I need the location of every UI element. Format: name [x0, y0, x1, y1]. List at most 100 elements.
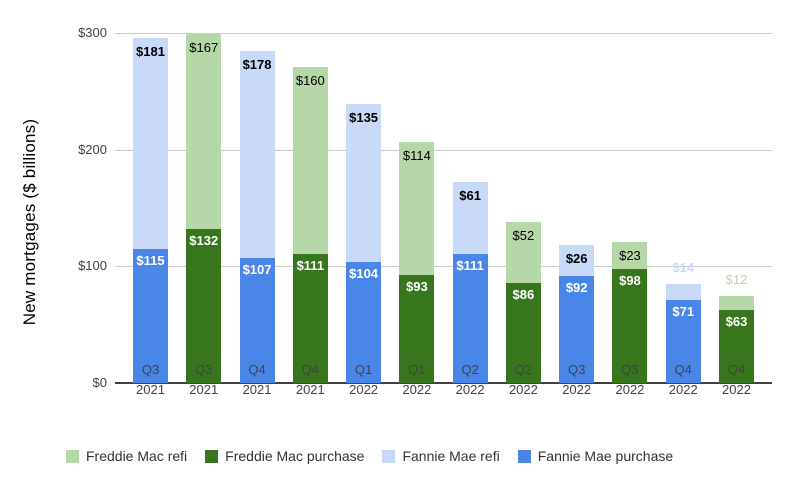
x-axis-label-quarter: Q3 [568, 362, 586, 377]
purchase-segment [559, 275, 595, 383]
x-axis-label-quarter: Q4 [727, 362, 746, 377]
x-axis-label-quarter: Q3 [195, 362, 213, 377]
plot-area: $181 $115 $167 $132 $178 $107 $160 $111 $135 $104… [115, 33, 772, 384]
bar-q2-2022-freddie: $52 $86 [505, 222, 541, 383]
refi-value-label: $135 [349, 110, 379, 126]
x-axis-label-quarter: Q3 [141, 362, 160, 377]
refi-segment [665, 283, 701, 301]
refi-value-label: $181 [136, 43, 165, 59]
refi-segment [239, 50, 275, 259]
x-axis-label: Q4 2022 [648, 360, 718, 400]
legend-item-fannie-refi: Fannie Mae refi [382, 448, 500, 464]
x-axis-label: Q3 2022 [595, 360, 665, 400]
refi-value-label: $12 [725, 271, 748, 287]
gridline-200 [115, 149, 772, 151]
refi-segment [399, 141, 435, 275]
purchase-value-label: $111 [296, 257, 325, 273]
refi-value-label: $61 [459, 188, 481, 204]
y-tick-label-100: $100 [78, 258, 107, 274]
gridline-300 [115, 33, 772, 34]
purchase-value-label: $92 [565, 279, 588, 295]
purchase-value-label: $86 [512, 286, 535, 302]
purchase-value-label: $107 [242, 262, 272, 278]
bar-q4-2022-freddie: $12 $63 [719, 272, 754, 383]
legend-swatch-icon [205, 449, 219, 463]
bar-q3-2022-fannie: $26 $92 [559, 245, 595, 383]
x-axis-label-year: 2022 [615, 382, 645, 397]
refi-segment [133, 37, 168, 249]
bar-q3-2021-freddie: $167 $132 [186, 34, 222, 383]
purchase-value-label: $111 [456, 257, 484, 273]
x-axis-label-year: 2022 [455, 382, 485, 397]
x-axis-label-year: 2022 [508, 382, 538, 397]
x-axis-label: Q1 2022 [329, 360, 399, 400]
purchase-value-label: $104 [349, 265, 379, 281]
purchase-segment [346, 261, 382, 383]
refi-segment [292, 66, 328, 254]
refi-segment [452, 182, 488, 254]
x-axis-label-quarter: Q4 [248, 362, 266, 377]
bar-q4-2021-fannie: $178 $107 [239, 50, 275, 383]
refi-value-label: $23 [619, 247, 641, 263]
bar-q2-2022-fannie: $61 $111 [452, 182, 488, 383]
refi-value-label: $52 [512, 228, 535, 243]
purchase-value-label: $115 [136, 252, 165, 268]
x-axis-label-quarter: Q2 [514, 362, 533, 377]
purchase-value-label: $93 [406, 278, 428, 294]
purchase-segment [133, 248, 168, 383]
purchase-segment [239, 258, 275, 383]
refi-value-label: $160 [295, 72, 325, 88]
x-axis-label-year: 2021 [189, 382, 219, 397]
purchase-segment [719, 309, 754, 383]
legend-swatch-icon [517, 449, 531, 463]
x-axis-label-year: 2021 [242, 382, 272, 397]
bar-q4-2022-fannie: $14 $71 [665, 260, 701, 383]
y-tick-label-0: $0 [92, 375, 107, 390]
x-axis-label: Q3 2021 [116, 360, 186, 400]
x-axis-label-year: 2022 [402, 382, 432, 397]
y-tick-label-300: $300 [78, 25, 107, 40]
x-axis-label-year: 2022 [722, 382, 751, 397]
refi-segment [186, 34, 222, 229]
bar-q1-2022-fannie: $135 $104 [346, 104, 382, 383]
x-axis-label: Q2 2022 [435, 360, 505, 400]
purchase-segment [452, 253, 488, 383]
gridline-100 [115, 266, 772, 268]
legend-label: Fannie Mae purchase [537, 448, 674, 464]
x-axis-label-quarter: Q4 [674, 362, 692, 377]
legend-item-freddie-refi: Freddie Mac refi [66, 448, 187, 464]
purchase-value-label: $71 [672, 304, 695, 320]
legend-swatch-icon [382, 449, 396, 463]
x-axis-label-quarter: Q1 [408, 362, 426, 377]
x-axis-label-quarter: Q4 [301, 362, 319, 377]
refi-segment [346, 104, 382, 262]
x-axis-label: Q3 2022 [542, 360, 612, 400]
refi-value-label: $178 [242, 56, 272, 72]
refi-value-label: $14 [672, 259, 695, 275]
x-axis-label: Q4 2021 [275, 360, 345, 400]
x-axis-label-quarter: Q1 [354, 362, 373, 377]
purchase-value-label: $132 [189, 233, 219, 248]
x-axis-label: Q3 2021 [169, 360, 239, 400]
x-axis-label-year: 2021 [136, 382, 165, 397]
legend-label: Freddie Mac refi [86, 448, 188, 464]
refi-segment [505, 222, 541, 283]
x-axis-line [115, 382, 772, 384]
legend-label: Fannie Mae refi [402, 448, 500, 464]
bar-q1-2022-freddie: $114 $93 [399, 141, 435, 383]
purchase-segment [665, 300, 701, 383]
legend: Freddie Mac refi Freddie Mac purchase Fann… [66, 448, 673, 464]
legend-swatch-icon [66, 449, 79, 463]
x-axis-label: Q4 2021 [222, 360, 292, 400]
x-axis-label-quarter: Q2 [461, 362, 479, 377]
refi-value-label: $26 [565, 251, 588, 267]
refi-segment [612, 241, 648, 269]
x-axis-label-year: 2021 [295, 382, 325, 397]
purchase-segment [399, 274, 435, 383]
x-axis-label-year: 2022 [668, 382, 698, 397]
bar-q3-2022-freddie: $23 $98 [612, 241, 648, 383]
bar-q4-2021-freddie: $160 $111 [292, 66, 328, 383]
purchase-segment [612, 268, 648, 383]
legend-label: Freddie Mac purchase [225, 448, 365, 464]
x-axis-label: Q1 2022 [382, 360, 452, 400]
